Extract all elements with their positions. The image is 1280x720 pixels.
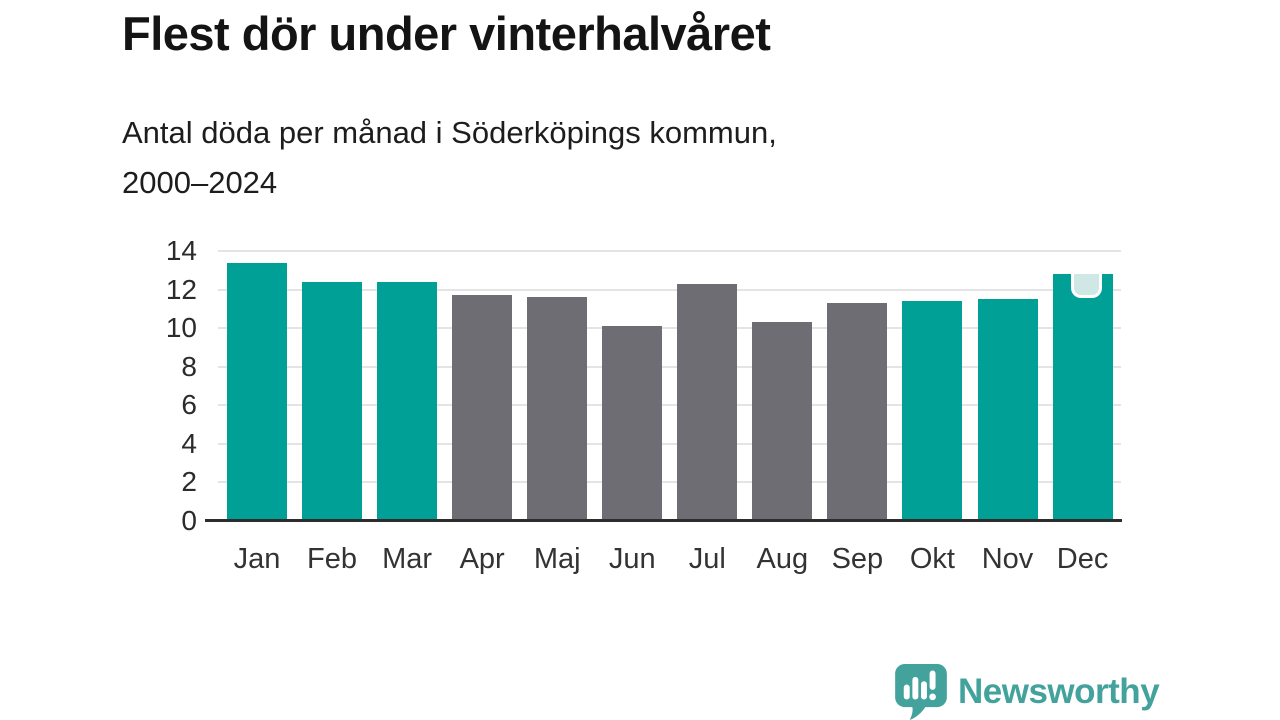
bar-jan[interactable] xyxy=(227,262,287,521)
bar-feb[interactable] xyxy=(302,281,363,521)
gridline-2 xyxy=(218,481,1121,484)
x-tick-label-maj: Maj xyxy=(533,543,581,575)
bar-apr[interactable] xyxy=(452,295,513,521)
gridline-4 xyxy=(218,442,1121,445)
bar-aug[interactable] xyxy=(752,322,813,521)
bar-dec[interactable] xyxy=(1052,274,1113,521)
chart-subtitle: Antal döda per månad i Söderköpings komm… xyxy=(122,115,777,200)
x-tick-label-jun: Jun xyxy=(608,543,656,575)
y-tick-label-6: 6 xyxy=(181,389,197,421)
bar-mar[interactable] xyxy=(377,281,438,521)
gridline-8 xyxy=(218,365,1121,368)
x-axis-baseline xyxy=(205,519,1122,522)
gridline-14 xyxy=(218,250,1121,252)
x-tick-label-nov: Nov xyxy=(981,543,1034,575)
y-tick-label-14: 14 xyxy=(165,235,197,266)
x-tick-label-mar: Mar xyxy=(382,543,433,575)
bar-okt[interactable] xyxy=(902,301,963,521)
gridline-6 xyxy=(218,404,1121,407)
bar-jun[interactable] xyxy=(602,326,663,521)
bar-nov[interactable] xyxy=(977,299,1038,521)
bar-sep[interactable] xyxy=(827,303,888,521)
y-tick-label-10: 10 xyxy=(165,312,197,344)
newsworthy-logo-icon[interactable] xyxy=(895,664,947,720)
x-tick-label-jul: Jul xyxy=(688,543,726,575)
y-tick-label-8: 8 xyxy=(181,350,197,382)
y-tick-label-2: 2 xyxy=(181,466,197,498)
x-tick-label-aug: Aug xyxy=(756,543,809,575)
bar-jul[interactable] xyxy=(677,283,738,521)
x-tick-label-okt: Okt xyxy=(909,543,955,575)
logo-bar-glyphs xyxy=(903,670,936,701)
y-tick-label-0: 0 xyxy=(181,505,197,536)
gridline-12 xyxy=(218,288,1121,291)
x-tick-label-jan: Jan xyxy=(233,543,281,575)
chart-title: Flest dör under vinterhalvåret xyxy=(122,7,771,60)
bar-maj[interactable] xyxy=(527,297,588,521)
brand-name[interactable]: Newsworthy xyxy=(958,672,1160,711)
x-tick-label-dec: Dec xyxy=(1056,543,1109,575)
x-tick-label-apr: Apr xyxy=(459,543,505,575)
x-axis-labels: Jan Feb Mar Apr Maj Jun Jul Aug Sep Okt Nov Dec xyxy=(218,543,1121,583)
y-axis-labels: 0 2 4 6 8 10 12 14 xyxy=(110,237,197,535)
x-tick-label-sep: Sep xyxy=(831,543,884,575)
plot-area xyxy=(218,250,1121,521)
gridline-10 xyxy=(218,327,1121,330)
latest-value-marker xyxy=(1070,274,1102,299)
y-tick-label-12: 12 xyxy=(165,273,197,305)
newsworthy-brand-link[interactable]: Newsworthy xyxy=(895,664,1160,720)
y-tick-label-4: 4 xyxy=(181,427,197,459)
x-tick-label-feb: Feb xyxy=(307,543,358,575)
